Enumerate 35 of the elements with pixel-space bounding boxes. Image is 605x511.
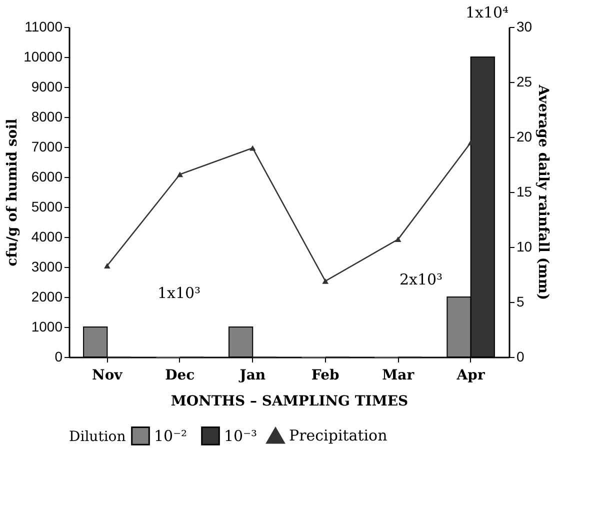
y-tick-label: 1000 bbox=[31, 318, 63, 334]
x-tick-label: Mar bbox=[382, 368, 415, 384]
annotation: 1x10³ bbox=[157, 284, 201, 302]
x-tick-label: Nov bbox=[92, 368, 124, 384]
y-tick-label: 8000 bbox=[31, 108, 63, 124]
annotation: 2x10³ bbox=[399, 270, 443, 289]
x-tick-label: Apr bbox=[456, 368, 486, 384]
x-tick-label: Feb bbox=[311, 368, 340, 384]
y-tick-label: 0 bbox=[54, 348, 63, 364]
y2-tick-label: 25 bbox=[516, 74, 532, 90]
y-tick-label: 10000 bbox=[24, 48, 63, 64]
legend-title: Dilution bbox=[69, 429, 126, 445]
x-axis-title: MONTHS – SAMPLING TIMES bbox=[170, 394, 408, 410]
y2-tick-label: 0 bbox=[516, 348, 524, 364]
y2-tick-label: 10 bbox=[516, 238, 532, 254]
x-tick-label: Dec bbox=[165, 368, 195, 384]
y-axis-title: cfu/g of humid soil bbox=[4, 118, 21, 266]
y-tick-label: 5000 bbox=[31, 198, 63, 214]
y-tick-label: 3000 bbox=[31, 258, 63, 274]
legend-label: 10⁻³ bbox=[224, 426, 258, 445]
y2-tick-label: 20 bbox=[516, 128, 532, 144]
legend-label: 10⁻² bbox=[154, 426, 188, 445]
y2-tick-label: 30 bbox=[516, 18, 532, 34]
y-tick-label: 7000 bbox=[31, 138, 63, 154]
y2-tick-label: 15 bbox=[516, 184, 532, 200]
y2-tick-label: 5 bbox=[516, 294, 524, 310]
y-tick-label: 9000 bbox=[31, 78, 63, 94]
text: 1x10⁴ bbox=[465, 3, 509, 22]
y2-axis-title: Average daily rainfall (mm) bbox=[535, 84, 552, 300]
legend-label: Precipitation bbox=[289, 426, 388, 444]
x-tick-label: Jan bbox=[238, 368, 266, 384]
y-tick-label: 4000 bbox=[31, 228, 63, 244]
y-tick-label: 6000 bbox=[31, 168, 63, 184]
y-tick-label: 2000 bbox=[31, 288, 63, 304]
y-tick-label: 11000 bbox=[24, 18, 63, 34]
